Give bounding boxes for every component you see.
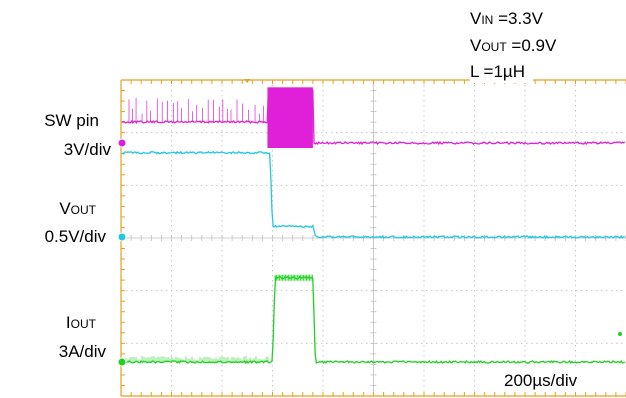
iout-channel-label: IOUT (65, 313, 96, 332)
trace-line-0 (121, 88, 626, 146)
trigger-marker (244, 79, 251, 83)
timebase-label: 200µs/div (500, 370, 582, 392)
trigger-level-marker (618, 332, 622, 336)
channel-markers (117, 138, 622, 367)
trace-0 (121, 87, 626, 148)
channel-marker-1 (117, 232, 127, 242)
vout-channel-label: VOUT (59, 199, 96, 218)
scope-frame (120, 79, 626, 397)
trace-line-1 (121, 150, 625, 240)
inductor-annotation: L =1µH (470, 61, 534, 83)
channel-marker-0 (117, 138, 127, 148)
channel-marker-2 (117, 357, 127, 367)
vout-channel-scale: 0.5V/div (44, 227, 106, 246)
scope-grid (120, 79, 626, 397)
sw-pin-label: SW pin (44, 111, 99, 130)
vin-annotation: VIN =3.3V (470, 9, 543, 28)
sw-burst (267, 87, 313, 148)
trace-1 (121, 150, 625, 240)
trace-line-2 (121, 275, 626, 365)
sw-pin-scale: 3V/div (63, 140, 111, 159)
vout-annotation: VOUT =0.9V (470, 36, 557, 55)
iout-channel-scale: 3A/div (58, 342, 106, 361)
